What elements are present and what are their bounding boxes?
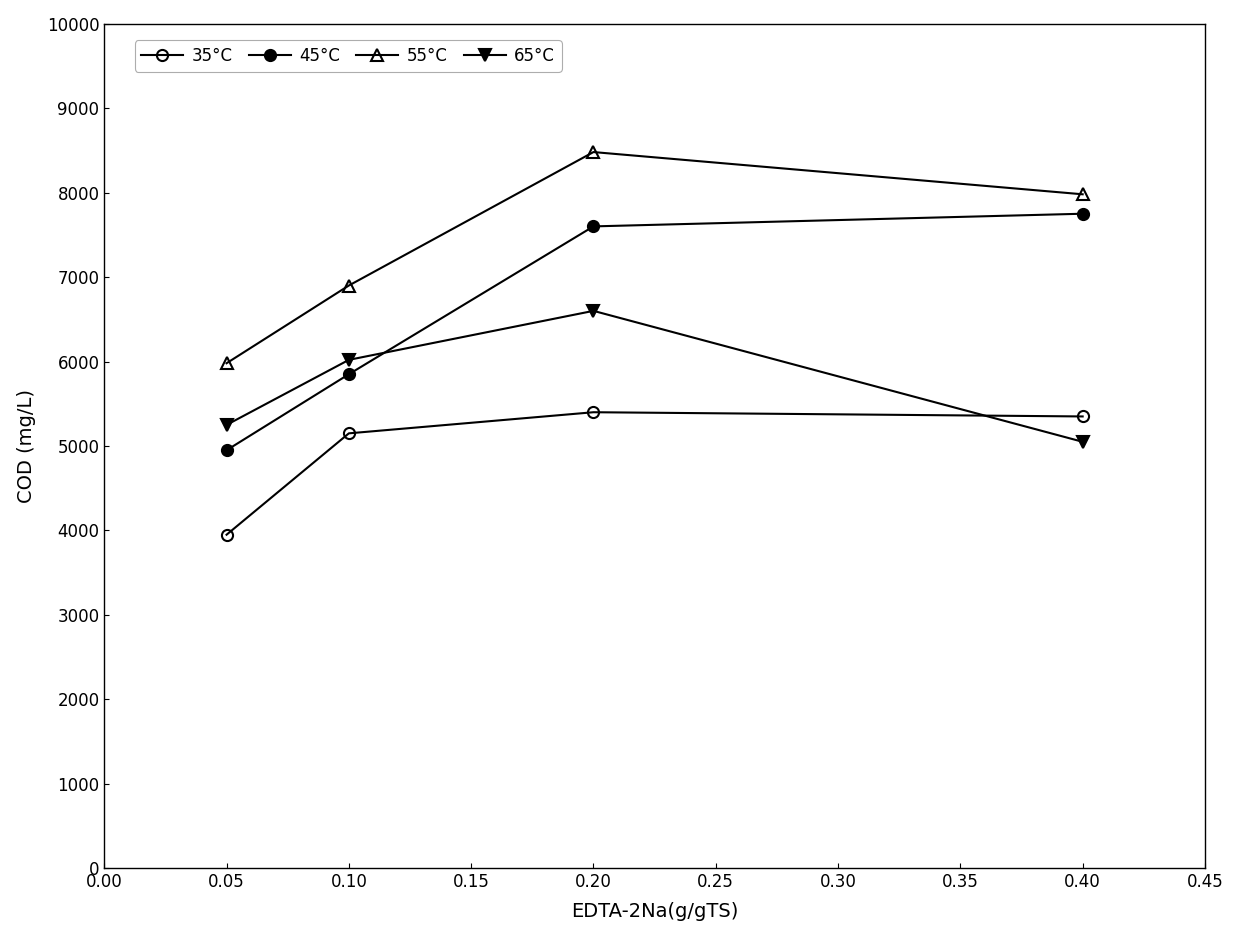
45°C	[1075, 208, 1090, 219]
65°C	[587, 305, 601, 316]
55°C	[341, 280, 356, 291]
65°C	[341, 355, 356, 366]
Line: 65°C: 65°C	[221, 305, 1089, 447]
35°C	[587, 406, 601, 417]
45°C	[587, 220, 601, 232]
35°C	[1075, 411, 1090, 422]
X-axis label: EDTA-2Na(g/gTS): EDTA-2Na(g/gTS)	[570, 902, 738, 921]
Line: 35°C: 35°C	[221, 407, 1089, 540]
35°C	[219, 529, 234, 540]
Line: 45°C: 45°C	[221, 208, 1089, 456]
55°C	[1075, 189, 1090, 200]
Legend: 35°C, 45°C, 55°C, 65°C: 35°C, 45°C, 55°C, 65°C	[135, 40, 562, 72]
65°C	[219, 419, 234, 431]
Y-axis label: COD (mg/L): COD (mg/L)	[16, 389, 36, 503]
55°C	[219, 357, 234, 369]
45°C	[341, 369, 356, 380]
35°C	[341, 428, 356, 439]
Line: 55°C: 55°C	[221, 146, 1089, 369]
65°C	[1075, 436, 1090, 447]
45°C	[219, 445, 234, 456]
55°C	[587, 146, 601, 158]
